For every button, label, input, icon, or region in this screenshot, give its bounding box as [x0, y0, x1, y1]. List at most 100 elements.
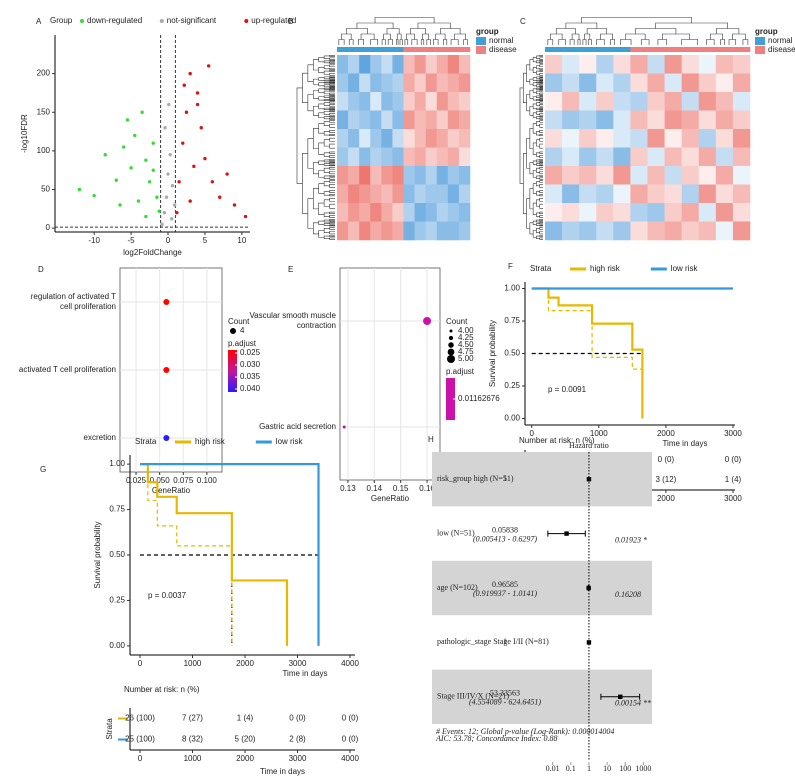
dendrogram-branch — [536, 70, 540, 75]
dendrogram-branch — [539, 190, 543, 193]
point — [129, 166, 133, 170]
heatmap-cell — [359, 55, 371, 74]
point — [243, 214, 248, 219]
legend-title: p.adjust — [446, 367, 475, 376]
point — [218, 195, 222, 199]
dendrogram-branch — [529, 128, 534, 150]
dendrogram-branch — [329, 73, 335, 76]
colorbar-label: 0.035 — [240, 372, 261, 381]
x-tick-label: 0.14 — [367, 484, 383, 493]
heatmap-cell — [664, 110, 682, 130]
dendrogram-branch — [720, 39, 725, 45]
dendrogram-branch — [302, 72, 308, 103]
dot — [342, 425, 346, 429]
dendrogram-branch — [318, 170, 325, 178]
heatmap-cell — [337, 129, 349, 148]
y-tick-label: 1.00 — [109, 459, 125, 468]
x-tick-label: 0.01 — [546, 764, 560, 773]
heatmap-cell — [447, 92, 460, 111]
heatmap-cell — [545, 55, 563, 74]
dendrogram-branch — [536, 99, 540, 101]
legend-size — [447, 355, 455, 363]
heatmap-cell — [447, 55, 460, 74]
dendrogram-branch — [539, 64, 543, 68]
heatmap-cell — [664, 147, 682, 167]
dendrogram-branch — [539, 231, 543, 235]
legend-title: Strata — [530, 264, 552, 273]
y-tick-label: 150 — [37, 107, 51, 116]
risk-count: 1 (4) — [725, 475, 742, 484]
group-annotation — [732, 47, 751, 52]
dendrogram-branch — [356, 22, 394, 29]
dendrogram-branch — [450, 39, 459, 45]
risk-table-title: Number at risk: n (%) — [519, 436, 595, 445]
dendrogram-branch — [539, 96, 543, 99]
heatmap-cell — [436, 203, 449, 222]
group-annotation — [681, 47, 700, 52]
dendrogram-branch — [307, 94, 314, 112]
dendrogram-branch — [329, 203, 335, 209]
dendrogram-branch — [706, 39, 715, 45]
dendrogram-branch — [539, 110, 543, 113]
dendrogram-branch — [329, 235, 335, 237]
dendrogram-branch — [329, 117, 335, 120]
dendrogram-branch — [539, 170, 543, 175]
heatmap-cell — [414, 129, 426, 148]
heatmap-cell — [630, 92, 648, 111]
point — [175, 210, 179, 215]
point — [177, 180, 181, 184]
heatmap-cell — [381, 166, 393, 185]
heatmap-cell — [348, 110, 360, 130]
dendrogram-branch — [532, 220, 537, 225]
dendrogram-branch — [539, 77, 543, 80]
heatmap-cell — [359, 73, 371, 93]
dendrogram-branch — [539, 55, 543, 57]
heatmap-cell — [732, 166, 751, 185]
legend-label: 4.25 — [458, 333, 474, 342]
dendrogram-branch — [536, 76, 540, 79]
heatmap-cell — [630, 147, 648, 167]
heatmap-cell — [381, 55, 393, 74]
dendrogram-branch — [565, 22, 598, 29]
heatmap-cell — [425, 55, 438, 74]
heatmap-cell — [414, 92, 426, 111]
x-tick-label: 0 — [529, 429, 534, 438]
dendrogram-branch — [539, 159, 543, 161]
x-axis-label: log2FoldChange — [123, 248, 182, 257]
dendrogram-branch — [329, 92, 335, 96]
heatmap-cell — [403, 203, 415, 222]
dendrogram-branch — [374, 17, 435, 23]
heatmap-cell — [392, 129, 404, 148]
hr-marker — [618, 694, 623, 699]
dendrogram-branch — [307, 138, 314, 169]
heatmap-cell — [732, 55, 751, 74]
dendrogram-branch — [661, 33, 690, 40]
survival-line — [139, 462, 289, 646]
dendrogram-branch — [600, 33, 613, 40]
colorbar — [228, 350, 237, 392]
dendrogram-branch — [529, 78, 534, 85]
dendrogram-branch — [526, 198, 530, 229]
point — [77, 187, 82, 192]
heatmap-cell — [403, 166, 415, 185]
dendrogram-branch — [387, 39, 393, 45]
heatmap-cell — [545, 73, 563, 93]
dendrogram-branch — [532, 57, 537, 63]
heatmap-cell — [732, 92, 751, 111]
dendrogram-branch — [539, 95, 543, 97]
dendrogram-branch — [539, 115, 543, 118]
heatmap-cell — [732, 110, 751, 130]
x-tick-label: 1000 — [184, 754, 202, 763]
heatmap-cell — [403, 221, 415, 241]
dendrogram-branch — [463, 39, 468, 45]
dendrogram-branch — [536, 87, 540, 90]
legend-label: high risk — [195, 437, 226, 446]
row-label: low (N=51) — [437, 528, 475, 537]
dendrogram-branch — [323, 107, 330, 110]
dendrogram-branch — [329, 95, 335, 97]
dendrogram-branch — [526, 64, 530, 82]
legend-swatch — [755, 46, 765, 54]
heatmap-cell — [370, 129, 382, 148]
dendrogram-branch — [529, 90, 534, 99]
dendrogram-branch — [318, 220, 325, 225]
